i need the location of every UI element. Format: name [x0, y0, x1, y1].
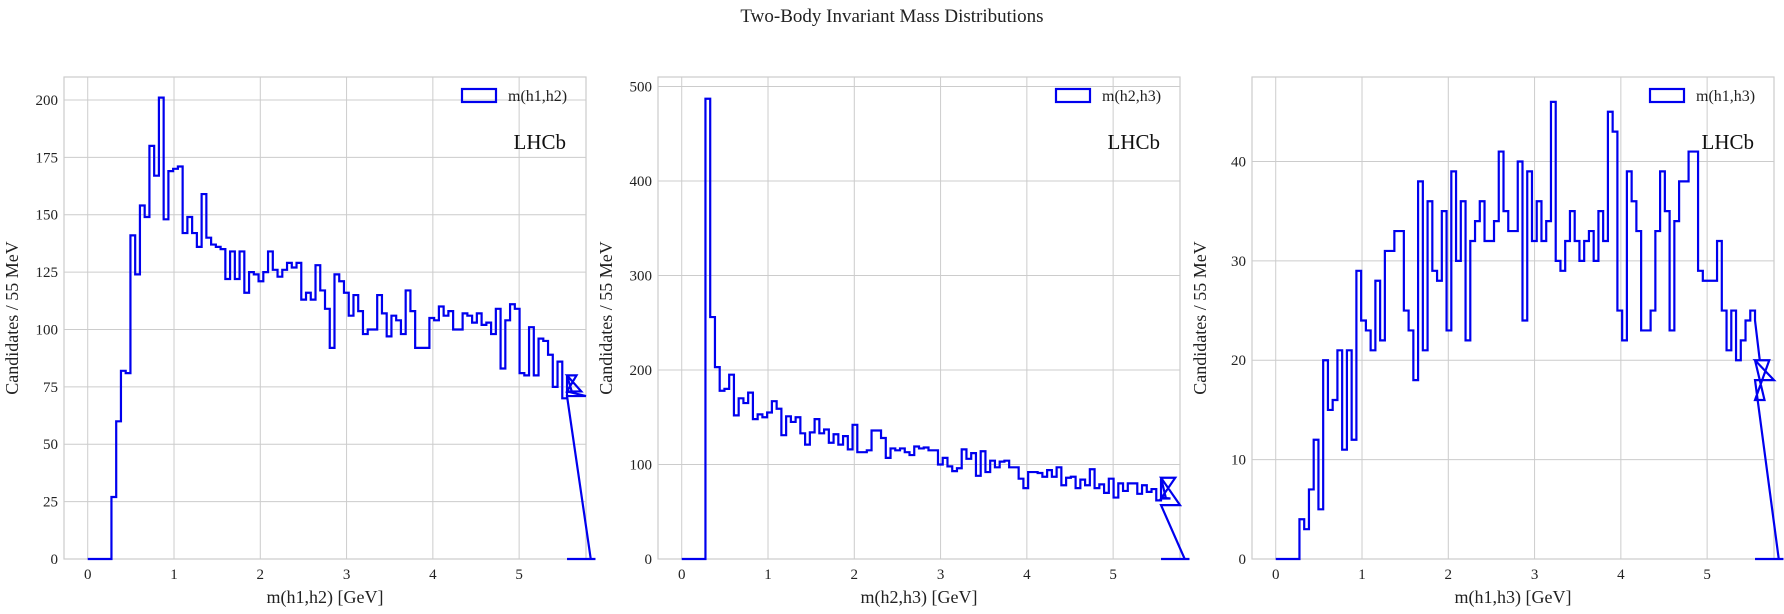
x-tick-label: 0 — [678, 567, 686, 583]
legend-label: m(h2,h3) — [1102, 88, 1161, 105]
lhcb-annotation: LHCb — [514, 130, 567, 154]
y-tick-label: 175 — [36, 150, 59, 166]
x-axis-label: m(h1,h3) [GeV] — [1455, 587, 1572, 608]
x-tick-label: 2 — [851, 567, 859, 583]
x-tick-label: 1 — [764, 567, 772, 583]
histogram-series — [1275, 100, 1784, 561]
y-tick-label: 50 — [43, 437, 58, 453]
legend-swatch — [460, 87, 498, 104]
x-tick-label: 3 — [1531, 567, 1539, 583]
legend-swatch — [1648, 87, 1686, 104]
y-axis-label: Candidates / 55 MeV — [596, 241, 616, 394]
y-axis-label: Candidates / 55 MeV — [2, 241, 22, 394]
x-axis-label: m(h2,h3) [GeV] — [861, 587, 978, 608]
y-tick-label: 20 — [1231, 353, 1246, 369]
chart-panel-2: 0 1 2 3 4 5 0 100 200 300 400 500 m(h2,h3) [GeV] Cand… — [596, 76, 1190, 608]
legend-label: m(h1,h3) — [1696, 88, 1755, 105]
x-tick-label: 5 — [1109, 567, 1117, 583]
chart-panel-3: 0 1 2 3 4 5 0 10 20 30 40 m(h1,h3) [GeV] Candidates … — [1190, 76, 1784, 608]
y-tick-label: 25 — [43, 495, 58, 511]
y-tick-label: 40 — [1231, 154, 1246, 170]
plot-frame — [1251, 76, 1775, 560]
x-axis-label: m(h1,h2) [GeV] — [267, 587, 384, 608]
y-tick-label: 200 — [630, 363, 653, 379]
x-tick-label: 4 — [1023, 567, 1031, 583]
y-tick-label: 0 — [1239, 552, 1247, 568]
plot-frame — [63, 76, 587, 560]
y-tick-label: 300 — [630, 268, 653, 284]
y-tick-label: 75 — [43, 380, 58, 396]
y-tick-label: 150 — [36, 208, 59, 224]
x-tick-label: 4 — [429, 567, 437, 583]
lhcb-annotation: LHCb — [1108, 130, 1161, 154]
y-tick-label: 30 — [1231, 254, 1246, 270]
y-tick-label: 100 — [36, 322, 59, 338]
y-tick-label: 10 — [1231, 453, 1246, 469]
y-tick-label: 0 — [51, 552, 59, 568]
x-tick-label: 4 — [1617, 567, 1625, 583]
y-tick-label: 0 — [645, 552, 653, 568]
x-tick-label: 0 — [1272, 567, 1280, 583]
y-tick-label: 125 — [36, 265, 59, 281]
lhcb-annotation: LHCb — [1702, 130, 1755, 154]
x-tick-label: 2 — [1445, 567, 1453, 583]
legend-swatch — [1054, 87, 1092, 104]
y-tick-label: 400 — [630, 174, 653, 190]
y-axis-label: Candidates / 55 MeV — [1190, 241, 1210, 394]
x-tick-label: 0 — [84, 567, 92, 583]
plot-frame — [657, 76, 1181, 560]
y-tick-label: 500 — [630, 79, 653, 95]
figure-title: Two-Body Invariant Mass Distributions — [740, 6, 1044, 27]
histogram-series — [87, 96, 596, 561]
legend-label: m(h1,h2) — [508, 88, 567, 105]
x-tick-label: 3 — [937, 567, 945, 583]
y-tick-label: 100 — [630, 457, 653, 473]
x-tick-label: 5 — [1703, 567, 1711, 583]
x-tick-label: 1 — [1358, 567, 1366, 583]
x-tick-label: 3 — [343, 567, 351, 583]
x-tick-label: 1 — [170, 567, 178, 583]
x-tick-label: 5 — [515, 567, 523, 583]
x-tick-label: 2 — [257, 567, 265, 583]
histogram-series — [681, 97, 1190, 561]
y-tick-label: 200 — [36, 93, 59, 109]
